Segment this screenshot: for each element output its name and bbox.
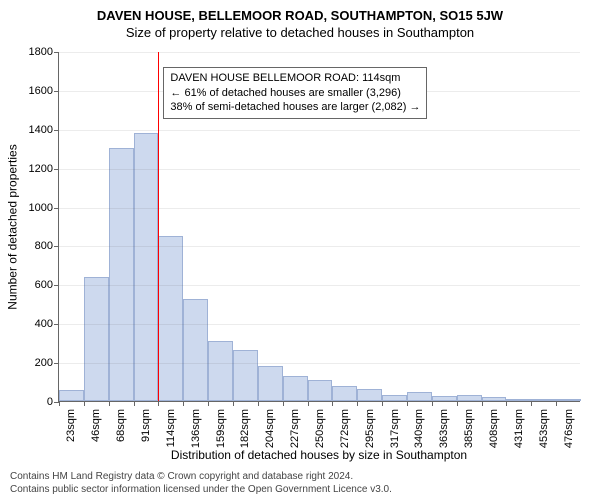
footer-line2: Contains public sector information licen… [10,484,392,497]
xtick-label: 431sqm [513,409,525,448]
xtick-mark [233,401,234,406]
xtick-label: 363sqm [438,409,450,448]
footer-line1: Contains HM Land Registry data © Crown c… [10,471,392,484]
ytick-label: 1400 [19,124,59,136]
gridline [59,52,580,53]
histogram-bar [208,341,233,401]
histogram-bar [183,299,208,401]
xtick-mark [531,401,532,406]
xtick-label: 159sqm [215,409,227,448]
histogram-bar [233,350,258,401]
histogram-bar [283,376,308,401]
gridline [59,169,580,170]
histogram-bar [556,399,581,401]
xtick-label: 295sqm [364,409,376,448]
xtick-label: 91sqm [140,409,152,442]
histogram-bar [134,133,159,401]
histogram-bar [357,389,382,401]
gridline [59,363,580,364]
histogram-bar [482,397,507,401]
chart-title-main: DAVEN HOUSE, BELLEMOOR ROAD, SOUTHAMPTON… [0,0,600,23]
xtick-mark [208,401,209,406]
ytick-label: 1000 [19,202,59,214]
histogram-bar [59,390,84,401]
histogram-bar [158,236,183,401]
annotation-box: DAVEN HOUSE BELLEMOOR ROAD: 114sqm ← 61%… [163,67,427,120]
xtick-label: 227sqm [289,409,301,448]
histogram-bar [332,386,357,401]
xtick-mark [332,401,333,406]
xtick-label: 317sqm [389,409,401,448]
annotation-line2: ← 61% of detached houses are smaller (3,… [170,86,420,101]
histogram-bar [407,392,432,401]
reference-line [158,52,159,401]
ytick-label: 1800 [19,46,59,58]
ytick-label: 800 [19,240,59,252]
gridline [59,246,580,247]
xtick-mark [382,401,383,406]
histogram-bar [382,395,407,401]
xtick-mark [59,401,60,406]
ytick-label: 0 [19,396,59,408]
gridline [59,324,580,325]
xtick-mark [482,401,483,406]
xtick-mark [407,401,408,406]
xtick-label: 204sqm [264,409,276,448]
ytick-label: 200 [19,357,59,369]
xtick-mark [109,401,110,406]
xtick-label: 408sqm [488,409,500,448]
xtick-mark [357,401,358,406]
xtick-label: 476sqm [563,409,575,448]
y-axis-label: Number of detached properties [6,52,20,402]
histogram-bar [506,399,531,401]
gridline [59,130,580,131]
xtick-label: 46sqm [90,409,102,442]
xtick-mark [134,401,135,406]
ytick-label: 400 [19,318,59,330]
gridline [59,285,580,286]
xtick-label: 385sqm [463,409,475,448]
xtick-label: 340sqm [413,409,425,448]
xtick-mark [556,401,557,406]
histogram-bar [258,366,283,401]
xtick-mark [158,401,159,406]
xtick-mark [457,401,458,406]
footer-attribution: Contains HM Land Registry data © Crown c… [10,471,392,496]
histogram-bar [531,399,556,401]
histogram-bar [308,380,333,401]
xtick-label: 23sqm [65,409,77,442]
histogram-bar [432,396,457,401]
ytick-label: 1200 [19,163,59,175]
xtick-label: 453sqm [538,409,550,448]
xtick-mark [183,401,184,406]
xtick-label: 182sqm [239,409,251,448]
xtick-mark [283,401,284,406]
xtick-label: 68sqm [115,409,127,442]
xtick-label: 114sqm [165,409,177,447]
x-axis-label: Distribution of detached houses by size … [58,448,580,462]
xtick-label: 250sqm [314,409,326,448]
ytick-label: 600 [19,279,59,291]
xtick-mark [84,401,85,406]
xtick-mark [308,401,309,406]
plot-area: DAVEN HOUSE BELLEMOOR ROAD: 114sqm ← 61%… [58,52,580,402]
histogram-bar [84,277,109,401]
annotation-line3: 38% of semi-detached houses are larger (… [170,100,420,115]
histogram-bar [457,395,482,401]
annotation-line1: DAVEN HOUSE BELLEMOOR ROAD: 114sqm [170,71,420,86]
xtick-label: 272sqm [339,409,351,448]
chart-area: DAVEN HOUSE BELLEMOOR ROAD: 114sqm ← 61%… [58,52,580,402]
ytick-label: 1600 [19,85,59,97]
xtick-mark [258,401,259,406]
xtick-mark [506,401,507,406]
xtick-label: 136sqm [190,409,202,448]
xtick-mark [432,401,433,406]
gridline [59,208,580,209]
chart-title-sub: Size of property relative to detached ho… [0,23,600,40]
